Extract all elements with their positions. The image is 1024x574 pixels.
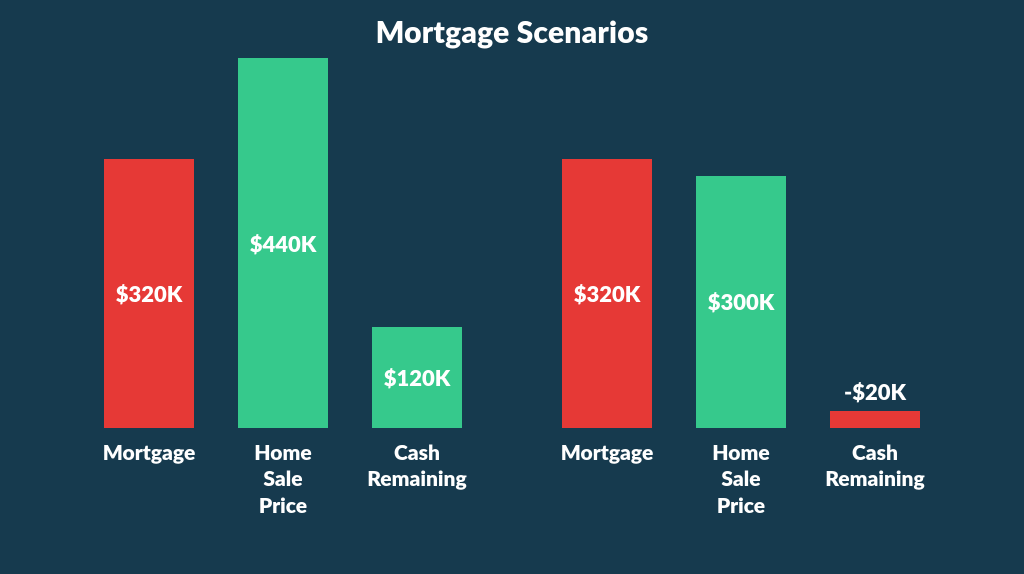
bar-label: Mortgage xyxy=(561,440,654,520)
bar-col: $320K Mortgage xyxy=(99,159,199,520)
bar-value: $320K xyxy=(116,280,183,307)
bar-group-scenario-a: $320K Mortgage $440K HomeSalePrice $120K Cash… xyxy=(99,60,467,520)
bar: $440K xyxy=(238,58,328,428)
chart-title: Mortgage Scenarios xyxy=(0,14,1024,50)
bar: $120K xyxy=(372,327,462,428)
bar-value: $120K xyxy=(384,364,451,391)
bar-col: $300K HomeSalePrice xyxy=(691,176,791,520)
chart-area: $320K Mortgage $440K HomeSalePrice $120K Cash… xyxy=(0,60,1024,560)
bar-value: $320K xyxy=(574,280,641,307)
bar-group-scenario-b: $320K Mortgage $300K HomeSalePrice -$20K Cash… xyxy=(557,60,925,520)
bar-col: $320K Mortgage xyxy=(557,159,657,520)
bar: $320K xyxy=(104,159,194,428)
bar-value: $300K xyxy=(708,288,775,315)
bar-label: HomeSalePrice xyxy=(712,440,769,520)
bar-label: Mortgage xyxy=(103,440,196,520)
bar-label: CashRemaining xyxy=(367,440,467,520)
bar: -$20K xyxy=(830,411,920,428)
bar-col: $440K HomeSalePrice xyxy=(233,58,333,520)
bar: $320K xyxy=(562,159,652,428)
bar-col: $120K CashRemaining xyxy=(367,327,467,520)
bar-value: -$20K xyxy=(844,378,906,405)
bar-label: CashRemaining xyxy=(825,440,925,520)
bar-col: -$20K CashRemaining xyxy=(825,411,925,520)
bar-value: $440K xyxy=(250,230,317,257)
bar: $300K xyxy=(696,176,786,428)
bar-label: HomeSalePrice xyxy=(254,440,311,520)
